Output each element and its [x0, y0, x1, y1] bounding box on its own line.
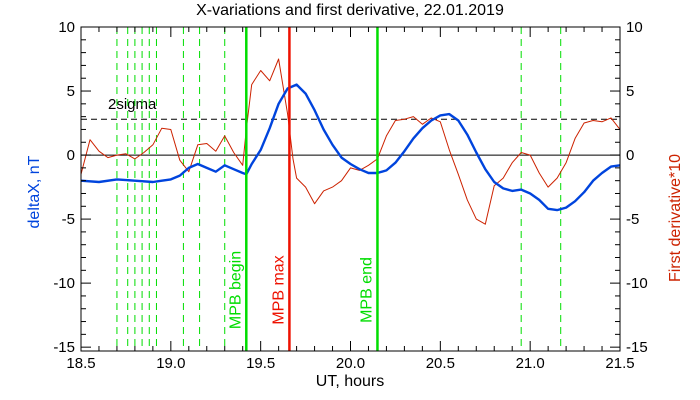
x-axis-label: UT, hours	[316, 373, 384, 390]
y-tick-label-left: -5	[62, 211, 75, 228]
y-tick-label-left: 10	[58, 19, 75, 36]
x-tick-label: 20.0	[336, 355, 365, 372]
y-tick-label-left: 0	[67, 147, 75, 164]
y-tick-label-right: -10	[626, 275, 648, 292]
y-axis-label-right: First derivative*10	[667, 154, 684, 282]
y-tick-label-left: -10	[53, 275, 75, 292]
chart-title: X-variations and first derivative, 22.01…	[196, 2, 504, 19]
event-label: MPB begin	[227, 251, 244, 329]
x-tick-label: 18.5	[66, 355, 95, 372]
x-tick-label: 21.5	[605, 355, 634, 372]
x-tick-label: 20.5	[426, 355, 455, 372]
event-label: MPB end	[358, 257, 375, 323]
y-tick-label-right: 0	[626, 147, 634, 164]
y-tick-label-right: -15	[626, 339, 648, 356]
x-tick-label: 19.5	[246, 355, 275, 372]
y-tick-label-right: 5	[626, 83, 634, 100]
y-tick-label-left: 5	[67, 83, 75, 100]
threshold-label: 2sigma	[108, 96, 157, 113]
event-label: MPB max	[270, 255, 287, 324]
series-line-deltax	[80, 83, 621, 212]
plot-frame	[80, 26, 621, 352]
y-tick-label-left: -15	[53, 339, 75, 356]
y-axis-label-left: deltaX, nT	[26, 155, 43, 228]
series-line-derivative	[80, 58, 621, 225]
x-tick-label: 19.0	[156, 355, 185, 372]
y-tick-label-right: 10	[626, 19, 643, 36]
y-tick-label-right: -5	[626, 211, 639, 228]
x-tick-label: 21.0	[516, 355, 545, 372]
